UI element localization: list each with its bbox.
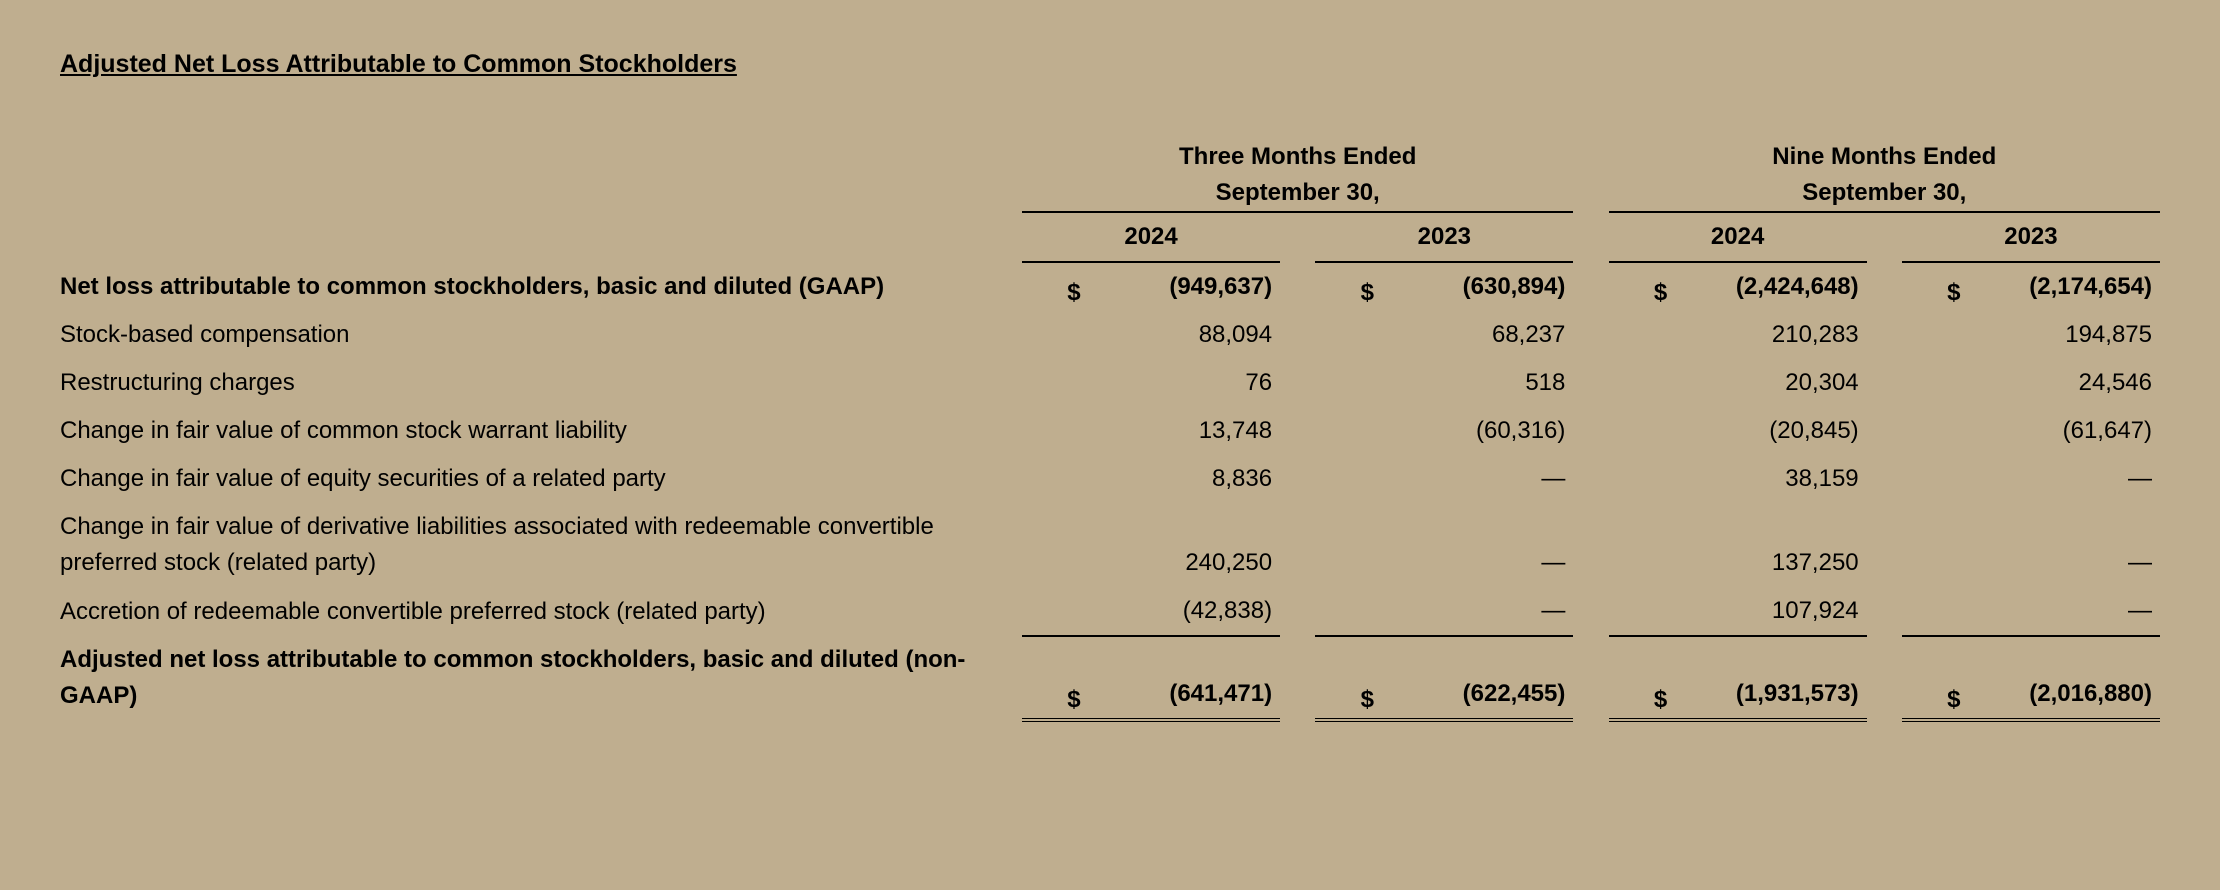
currency-symbol [1315,311,1374,359]
cell-value: (630,894) [1374,262,1573,311]
page-container: Adjusted Net Loss Attributable to Common… [0,0,2220,762]
currency-symbol [1902,311,1961,359]
year-col-2: 2023 [1315,212,1573,262]
financial-table: Three Months Ended Nine Months Ended Sep… [60,139,2160,722]
currency-symbol [1609,587,1668,636]
currency-symbol [1902,359,1961,407]
currency-symbol: $ [1609,636,1668,720]
currency-symbol: $ [1022,636,1081,720]
table-row: Restructuring charges 76 518 20,304 24,546 [60,359,2160,407]
year-col-4: 2023 [1902,212,2160,262]
currency-symbol [1315,407,1374,455]
currency-symbol: $ [1022,262,1081,311]
row-label: Accretion of redeemable convertible pref… [60,587,1022,636]
cell-value: (61,647) [1961,407,2161,455]
currency-symbol: $ [1315,636,1374,720]
cell-value: (2,424,648) [1667,262,1866,311]
row-label: Change in fair value of common stock war… [60,407,1022,455]
cell-value: 194,875 [1961,311,2161,359]
period-2-line2: September 30, [1609,175,2160,212]
currency-symbol [1022,587,1081,636]
currency-symbol [1902,503,1961,587]
cell-value: (2,174,654) [1961,262,2161,311]
cell-value: 20,304 [1667,359,1866,407]
section-title: Adjusted Net Loss Attributable to Common… [60,50,2160,79]
currency-symbol [1609,359,1668,407]
cell-value: 38,159 [1667,455,1866,503]
currency-symbol [1609,311,1668,359]
total-val-1: (641,471) [1081,636,1280,720]
currency-symbol [1902,587,1961,636]
currency-symbol [1022,455,1081,503]
cell-value: 240,250 [1081,503,1280,587]
cell-value: — [1961,503,2161,587]
currency-symbol [1315,587,1374,636]
currency-symbol [1315,503,1374,587]
cell-value: 137,250 [1667,503,1866,587]
cell-value: — [1374,587,1573,636]
period-2-line1: Nine Months Ended [1609,139,2160,175]
cell-value: — [1374,503,1573,587]
cell-value: (60,316) [1374,407,1573,455]
currency-symbol: $ [1609,262,1668,311]
cell-value: 24,546 [1961,359,2161,407]
table-row: Accretion of redeemable convertible pref… [60,587,2160,636]
year-header-row: 2024 2023 2024 2023 [60,212,2160,262]
table-row: Change in fair value of common stock war… [60,407,2160,455]
currency-symbol [1609,503,1668,587]
cell-value: — [1961,587,2161,636]
year-col-1: 2024 [1022,212,1280,262]
period-header-row-2: September 30, September 30, [60,175,2160,212]
table-row: Change in fair value of derivative liabi… [60,503,2160,587]
currency-symbol [1022,503,1081,587]
currency-symbol [1022,407,1081,455]
row-label: Change in fair value of equity securitie… [60,455,1022,503]
cell-value: 107,924 [1667,587,1866,636]
currency-symbol [1902,407,1961,455]
cell-value: 13,748 [1081,407,1280,455]
row-label: Change in fair value of derivative liabi… [60,503,1022,587]
currency-symbol [1022,311,1081,359]
currency-symbol [1902,455,1961,503]
period-1-line2: September 30, [1022,175,1573,212]
cell-value: 210,283 [1667,311,1866,359]
currency-symbol: $ [1902,262,1961,311]
total-val-3: (1,931,573) [1667,636,1866,720]
total-row: Adjusted net loss attributable to common… [60,636,2160,720]
cell-value: 68,237 [1374,311,1573,359]
row-label: Net loss attributable to common stockhol… [60,262,1022,311]
table-row: Change in fair value of equity securitie… [60,455,2160,503]
cell-value: 76 [1081,359,1280,407]
currency-symbol [1609,407,1668,455]
year-col-3: 2024 [1609,212,1867,262]
currency-symbol [1609,455,1668,503]
row-label: Restructuring charges [60,359,1022,407]
cell-value: 88,094 [1081,311,1280,359]
period-1-line1: Three Months Ended [1022,139,1573,175]
cell-value: — [1961,455,2161,503]
cell-value: 8,836 [1081,455,1280,503]
cell-value: 518 [1374,359,1573,407]
row-label: Stock-based compensation [60,311,1022,359]
currency-symbol: $ [1902,636,1961,720]
table-row: Stock-based compensation 88,094 68,237 210,… [60,311,2160,359]
currency-symbol [1315,455,1374,503]
cell-value: — [1374,455,1573,503]
cell-value: (42,838) [1081,587,1280,636]
table-row: Net loss attributable to common stockhol… [60,262,2160,311]
currency-symbol [1022,359,1081,407]
period-header-row-1: Three Months Ended Nine Months Ended [60,139,2160,175]
currency-symbol [1315,359,1374,407]
total-val-4: (2,016,880) [1961,636,2161,720]
cell-value: (20,845) [1667,407,1866,455]
cell-value: (949,637) [1081,262,1280,311]
total-label: Adjusted net loss attributable to common… [60,636,1022,720]
currency-symbol: $ [1315,262,1374,311]
total-val-2: (622,455) [1374,636,1573,720]
